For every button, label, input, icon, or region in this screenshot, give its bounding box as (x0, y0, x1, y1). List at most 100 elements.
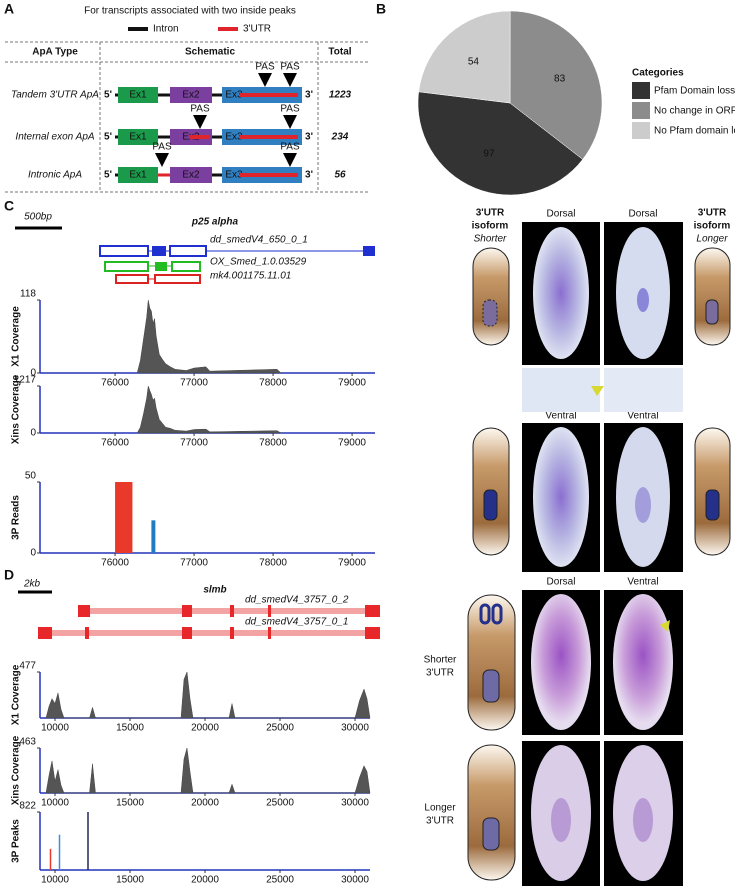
coverage-area (45, 747, 371, 794)
x-tick-label: 79000 (338, 558, 366, 569)
slice-label: 97 (483, 149, 495, 160)
panel-letter: A (4, 1, 14, 17)
legend-swatch (632, 82, 650, 99)
pas-site (155, 153, 169, 167)
pharynx (635, 487, 651, 523)
x-tick-label: 30000 (341, 875, 369, 886)
y-axis-label: 3P Reads (11, 495, 22, 540)
header: 3'UTR (476, 208, 505, 219)
x-tick-label: 77000 (180, 438, 208, 449)
header: 3'UTR (698, 208, 727, 219)
cartoons (467, 247, 731, 881)
exon (170, 167, 212, 183)
x-tick-label: 20000 (191, 723, 219, 734)
legend-label: No Pfam domain loss (654, 126, 735, 137)
pas-site (258, 73, 272, 87)
x-tick-label: 76000 (101, 438, 129, 449)
exon (118, 167, 158, 183)
x-tick-label: 77000 (180, 558, 208, 569)
pharynx (482, 817, 500, 851)
y-tick-label: 0 (30, 548, 36, 559)
worm-photo (613, 594, 673, 730)
read-bar (151, 520, 156, 553)
y-tick-label: 822 (19, 801, 36, 812)
x-tick-label: 25000 (266, 798, 294, 809)
view-label: Dorsal (547, 209, 576, 220)
x-tick-label: 76000 (101, 558, 129, 569)
worm-cartoon (467, 594, 516, 731)
view-label: Dorsal (547, 577, 576, 588)
three-prime: 3' (305, 90, 313, 101)
exon-label: Ex3 (225, 132, 243, 143)
worm-cartoon (694, 247, 731, 346)
gene-title: slmb (203, 585, 226, 596)
total: 56 (334, 170, 346, 181)
exon (99, 245, 149, 257)
pas-site (193, 115, 207, 129)
worm-photo (533, 227, 589, 359)
pie-chart: 97 83 54 Categories Pfam Domain loss No chang… (417, 10, 735, 196)
coverage-area (136, 385, 282, 434)
x-tick-label: 79000 (338, 438, 366, 449)
y-axis-label: Xins Coverage (11, 735, 22, 805)
exon (154, 274, 201, 284)
header: ApA Type (32, 47, 78, 58)
pharynx (633, 798, 653, 842)
panel-letter: C (4, 198, 14, 214)
gene-models (38, 605, 380, 639)
x-tick-label: 20000 (191, 798, 219, 809)
y-axis-label: X1 Coverage (11, 664, 22, 725)
gene-label: OX_Smed_1.0.03529 (210, 257, 307, 268)
x-tick-label: 30000 (341, 723, 369, 734)
view-label: Dorsal (629, 209, 658, 220)
utr (240, 135, 298, 139)
exon (268, 605, 271, 617)
utr (240, 93, 298, 97)
legend: Intron 3'UTR (128, 24, 271, 35)
pharynx (551, 798, 571, 842)
pas-label: PAS (255, 62, 275, 73)
view-label: Ventral (627, 411, 658, 422)
pas-label: PAS (280, 104, 300, 115)
x-tick-label: 76000 (101, 378, 129, 389)
three-prime: 3' (305, 170, 313, 181)
worm-cartoon (467, 744, 516, 881)
exon (155, 262, 167, 271)
brain (491, 603, 503, 625)
slice-label: 54 (468, 56, 480, 67)
exon-label: Ex2 (182, 90, 200, 101)
pas-label: PAS (152, 142, 172, 153)
read-bar (115, 482, 133, 553)
panel-letter: B (376, 1, 386, 17)
exon (118, 87, 158, 103)
y-tick-label: 0 (30, 368, 36, 379)
exon (169, 245, 207, 257)
x-tick-label: 15000 (116, 723, 144, 734)
pas-site (283, 115, 297, 129)
x-tick-label: 30000 (341, 798, 369, 809)
header: Schematic (185, 47, 235, 58)
x-tick-label: 15000 (116, 798, 144, 809)
header: Shorter (474, 234, 507, 245)
isoform-headers: 3'UTR isoform Shorter 3'UTR isoform Long… (424, 208, 731, 827)
pharynx (483, 489, 498, 521)
pas-site (283, 153, 297, 167)
gene-label: mk4.001175.11.01 (210, 271, 291, 282)
header: Longer (696, 234, 728, 245)
x-tick-label: 25000 (266, 875, 294, 886)
three-prime: 3' (305, 132, 313, 143)
gene-label: dd_smedV4_650_0_1 (210, 235, 308, 246)
pas-label: PAS (280, 142, 300, 153)
five-prime: 5' (104, 132, 112, 143)
coverage-area (136, 299, 282, 374)
row-label: 3'UTR (426, 816, 454, 827)
x-tick-label: 10000 (41, 723, 69, 734)
row-label: Longer (424, 803, 456, 814)
exon (171, 261, 201, 272)
exon (104, 261, 149, 272)
coverage-area (45, 671, 371, 719)
y-tick-label: 0 (30, 428, 36, 439)
panel-letter: D (4, 567, 14, 583)
header: isoform (694, 221, 731, 232)
